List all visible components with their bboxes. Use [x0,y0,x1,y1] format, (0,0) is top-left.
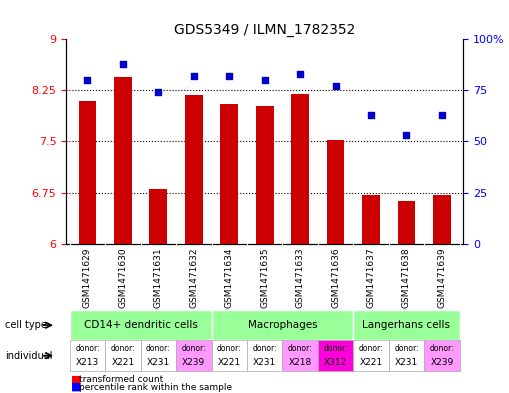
Text: X312: X312 [324,358,347,367]
Text: GSM1471632: GSM1471632 [189,247,199,307]
Text: GSM1471629: GSM1471629 [83,247,92,307]
Bar [291,94,309,244]
Point [367,112,375,118]
Text: donor:: donor: [110,344,135,353]
Text: X213: X213 [76,358,99,367]
Text: X239: X239 [430,358,454,367]
Text: transformed count: transformed count [79,375,163,384]
Text: donor:: donor: [146,344,171,353]
Text: cell type: cell type [5,320,47,330]
Bar [185,95,203,244]
Text: X221: X221 [218,358,241,367]
Text: GSM1471636: GSM1471636 [331,247,340,308]
Bar [220,104,238,244]
Point [296,71,304,77]
Text: donor:: donor: [217,344,242,353]
Point [261,77,269,83]
Text: GSM1471635: GSM1471635 [260,247,269,308]
Text: individual: individual [5,351,52,361]
Text: GSM1471639: GSM1471639 [437,247,446,308]
Point [154,89,162,95]
Text: X231: X231 [395,358,418,367]
Point [438,112,446,118]
Text: GSM1471630: GSM1471630 [119,247,127,308]
Bar [78,101,96,244]
Text: X231: X231 [253,358,276,367]
Text: donor:: donor: [182,344,206,353]
Text: Macrophages: Macrophages [247,320,317,330]
Bar [433,195,451,244]
Text: X239: X239 [182,358,206,367]
Text: X221: X221 [359,358,383,367]
Bar [362,195,380,244]
Text: ■: ■ [71,374,82,384]
Text: donor:: donor: [394,344,419,353]
Text: donor:: donor: [252,344,277,353]
Point [190,73,198,79]
Point [83,77,92,83]
Point [331,83,340,90]
Text: donor:: donor: [430,344,454,353]
Text: X231: X231 [147,358,170,367]
Text: GSM1471631: GSM1471631 [154,247,163,308]
Bar [398,202,415,244]
Bar [327,140,345,244]
Text: GSM1471633: GSM1471633 [296,247,304,308]
Bar [150,189,167,244]
Text: donor:: donor: [75,344,100,353]
Text: GSM1471637: GSM1471637 [366,247,376,308]
Text: donor:: donor: [288,344,313,353]
Text: X221: X221 [111,358,134,367]
Text: donor:: donor: [323,344,348,353]
Text: GSM1471638: GSM1471638 [402,247,411,308]
Text: donor:: donor: [359,344,383,353]
Text: percentile rank within the sample: percentile rank within the sample [79,383,232,391]
Bar [256,106,273,244]
Point [119,61,127,67]
Text: GSM1471634: GSM1471634 [225,247,234,307]
Point [403,132,411,138]
Text: ■: ■ [71,382,82,392]
Text: Langerhans cells: Langerhans cells [362,320,450,330]
Title: GDS5349 / ILMN_1782352: GDS5349 / ILMN_1782352 [174,23,355,37]
Text: X218: X218 [289,358,312,367]
Point [225,73,233,79]
Bar [114,77,132,244]
Text: CD14+ dendritic cells: CD14+ dendritic cells [83,320,197,330]
